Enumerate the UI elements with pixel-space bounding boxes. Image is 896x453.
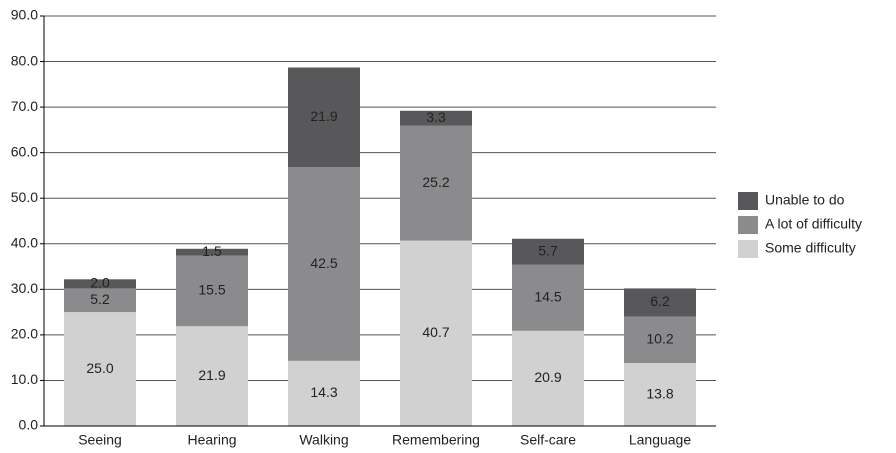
data-label: 2.0 xyxy=(90,275,110,291)
x-tick-label: Remembering xyxy=(392,432,480,448)
bar-segment xyxy=(624,363,696,426)
x-tick-label: Hearing xyxy=(187,432,236,448)
bar-segment xyxy=(512,330,584,426)
bar-segment xyxy=(400,125,472,241)
legend-swatch xyxy=(738,216,758,234)
bar-segment xyxy=(400,240,472,426)
y-tick-label: 30.0 xyxy=(11,280,38,296)
y-tick-label: 0.0 xyxy=(19,417,39,433)
y-tick-label: 40.0 xyxy=(11,234,38,250)
data-label: 10.2 xyxy=(646,331,673,347)
legend-label: Unable to do xyxy=(765,192,845,208)
legend-swatch xyxy=(738,240,758,258)
y-tick-label: 70.0 xyxy=(11,98,38,114)
data-label: 5.2 xyxy=(90,291,110,307)
data-label: 21.9 xyxy=(198,367,225,383)
bar-segment xyxy=(176,248,248,256)
data-label: 5.7 xyxy=(538,242,558,258)
x-tick-label: Self-care xyxy=(520,432,576,448)
bar-segment xyxy=(512,264,584,331)
bar-segment xyxy=(64,312,136,426)
bar-segment xyxy=(624,316,696,364)
data-label: 13.8 xyxy=(646,385,673,401)
bar-segment xyxy=(64,288,136,313)
bar-segment xyxy=(288,67,360,168)
data-label: 6.2 xyxy=(650,293,670,309)
data-label: 25.2 xyxy=(422,174,449,190)
data-label: 14.5 xyxy=(534,288,561,304)
legend-label: A lot of difficulty xyxy=(765,216,862,232)
y-tick-label: 20.0 xyxy=(11,326,38,342)
data-label: 42.5 xyxy=(310,255,337,271)
bar-segment xyxy=(64,279,136,289)
data-label: 15.5 xyxy=(198,282,225,298)
bar-segment xyxy=(624,288,696,317)
x-tick-label: Walking xyxy=(299,432,348,448)
bar-segment xyxy=(176,326,248,426)
legend-label: Some difficulty xyxy=(765,240,856,256)
bar-segment xyxy=(288,167,360,361)
bar-segment xyxy=(400,110,472,126)
legend-swatch xyxy=(738,192,758,210)
x-tick-label: Seeing xyxy=(78,432,122,448)
data-label: 25.0 xyxy=(86,360,113,376)
y-tick-label: 80.0 xyxy=(11,52,38,68)
data-label: 21.9 xyxy=(310,108,337,124)
bar-segment xyxy=(176,255,248,327)
y-tick-label: 90.0 xyxy=(11,7,38,23)
data-label: 20.9 xyxy=(534,369,561,385)
x-tick-label: Language xyxy=(629,432,692,448)
data-label: 1.5 xyxy=(202,243,222,259)
y-tick-label: 60.0 xyxy=(11,143,38,159)
data-label: 14.3 xyxy=(310,384,337,400)
bar-segment xyxy=(512,238,584,265)
data-label: 40.7 xyxy=(422,324,449,340)
y-tick-label: 50.0 xyxy=(11,189,38,205)
bar-segment xyxy=(288,360,360,426)
data-label: 3.3 xyxy=(426,109,446,125)
y-tick-label: 10.0 xyxy=(11,371,38,387)
